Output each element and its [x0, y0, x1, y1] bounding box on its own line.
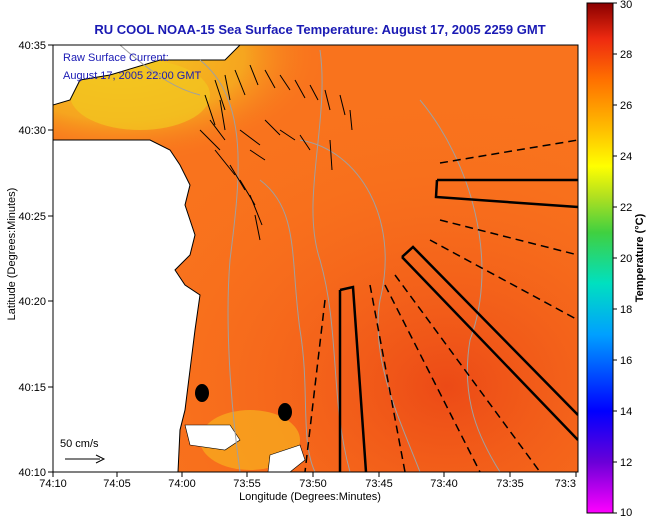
colorbar-tick-label: 16 [620, 355, 632, 367]
x-tick-label: 74:10 [39, 478, 67, 490]
cool-water-core [70, 60, 210, 130]
x-tick-label: 74:00 [168, 478, 196, 490]
current-label: Raw Surface Current: [63, 52, 169, 64]
y-tick-label: 40:15 [18, 382, 46, 394]
colorbar-ticks: 30 28 26 24 22 20 18 16 14 12 10 [613, 0, 632, 518]
scale-label: 50 cm/s [60, 438, 99, 450]
x-tick-label: 73:50 [299, 478, 327, 490]
data-gap-2 [267, 444, 306, 472]
scale-arrow-head [95, 454, 106, 464]
plot-frame [52, 44, 579, 473]
x-tick-label: 73:40 [430, 478, 458, 490]
map-title: RU COOL NOAA-15 Sea Surface Temperature:… [94, 22, 546, 37]
colorbar-tick-label: 14 [620, 406, 632, 418]
y-tick-label: 40:30 [18, 125, 46, 137]
x-tick-label: 74:05 [103, 478, 131, 490]
colorbar-tick-label: 22 [620, 202, 632, 214]
colorbar-tick-label: 20 [620, 253, 632, 265]
colorbar-tick-label: 28 [620, 49, 632, 61]
colorbar-tick-label: 18 [620, 304, 632, 316]
colorbar-tick-label: 24 [620, 151, 632, 163]
land-new-jersey [53, 139, 201, 472]
colorbar-tick-label: 26 [620, 100, 632, 112]
x-tick-label: 73:55 [233, 478, 261, 490]
colorbar-tick-label: 30 [620, 0, 632, 11]
current-time-label: August 17, 2005 22:00 GMT [63, 70, 201, 82]
x-axis-label: Longitude (Degrees:Minutes) [239, 491, 381, 503]
colorbar-tick-label: 10 [620, 507, 632, 518]
x-tick-label: 73:35 [496, 478, 524, 490]
mooring-marker [195, 384, 209, 402]
y-tick-label: 40:25 [18, 211, 46, 223]
bathymetry-contours [119, 45, 501, 472]
survey-tracks [304, 139, 578, 472]
colorbar-tick-label: 12 [620, 457, 632, 469]
x-tick-label: 73:3 [555, 478, 576, 490]
current-vectors [199, 64, 353, 241]
land-north [53, 45, 241, 106]
y-tick-label: 40:20 [18, 296, 46, 308]
x-tick-label: 73:45 [365, 478, 393, 490]
y-tick-label: 40:10 [18, 467, 46, 479]
colorbar [586, 2, 614, 514]
data-gap-1 [184, 424, 241, 451]
x-axis-ticks: 74:10 74:05 74:00 73:55 73:50 73:45 73:4… [39, 472, 577, 490]
sst-field: Raw Surface Current: August 17, 2005 22:… [53, 45, 578, 472]
y-axis-ticks: 40:35 40:30 40:25 40:20 40:15 40:10 [18, 40, 53, 479]
y-tick-label: 40:35 [18, 40, 46, 52]
mooring-marker [278, 403, 292, 421]
